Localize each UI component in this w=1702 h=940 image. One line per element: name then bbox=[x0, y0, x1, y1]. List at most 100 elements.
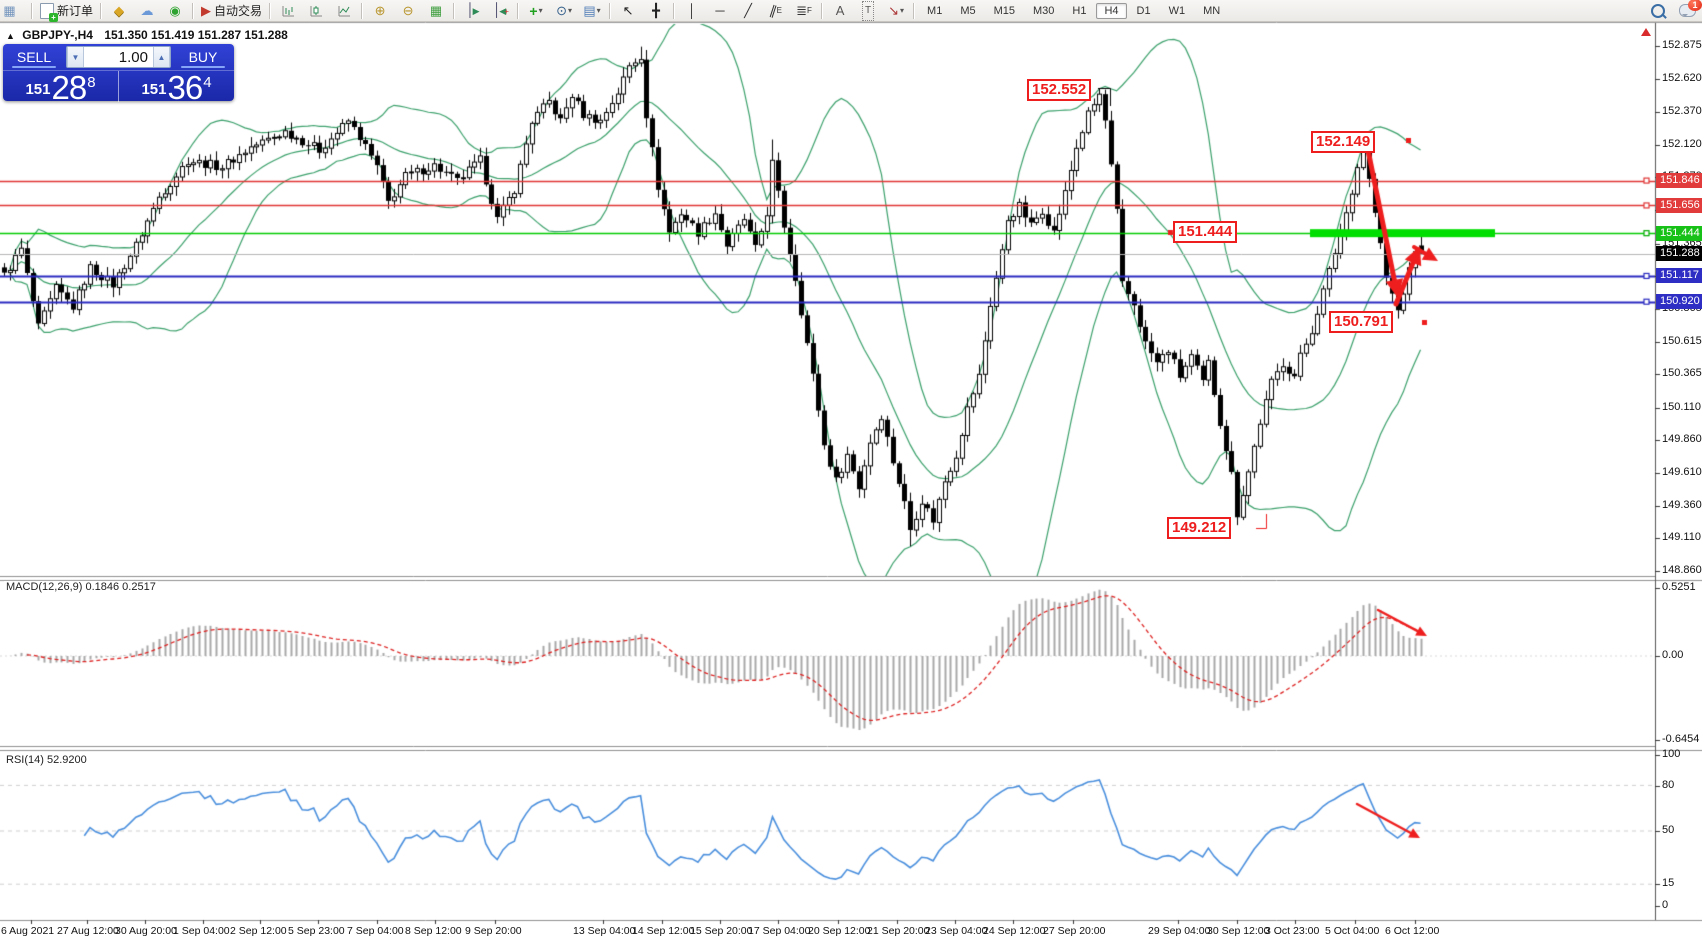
tile-windows-icon[interactable]: ▦ bbox=[423, 1, 449, 21]
toolbar-separator bbox=[673, 2, 676, 19]
crosshair-icon[interactable]: ╋ bbox=[643, 1, 669, 21]
timeframe-m15-button[interactable]: M15 bbox=[993, 4, 1015, 17]
community-icon[interactable]: ☁ bbox=[134, 1, 160, 21]
chart-shift-icon[interactable]: │◀+ bbox=[487, 1, 513, 21]
cursor-icon[interactable]: ↖ bbox=[615, 1, 641, 21]
timeframe-w1-button[interactable]: W1 bbox=[1168, 4, 1186, 17]
price-tag-150920: 150.920 bbox=[1656, 294, 1702, 310]
autotrading-icon: ▶ bbox=[201, 2, 212, 18]
volume-increase-button[interactable]: ▲ bbox=[153, 47, 170, 67]
toolbar-separator bbox=[609, 2, 612, 19]
window-partial-icon[interactable]: ▦ bbox=[3, 2, 16, 18]
notification-badge: 1 bbox=[1688, 0, 1702, 11]
annotation-box-150791[interactable]: 150.791 bbox=[1329, 311, 1394, 333]
volume-decrease-button[interactable]: ▼ bbox=[67, 47, 84, 67]
gold-icon[interactable]: ◆ bbox=[106, 1, 132, 21]
price-axis-label: 152.120 bbox=[1662, 137, 1702, 150]
periods-icon[interactable]: ⊙ ▾ bbox=[556, 2, 572, 18]
price-tag-151846: 151.846 bbox=[1656, 173, 1702, 189]
fibonacci-icon: ≣ bbox=[796, 2, 808, 18]
annotation-box-152552[interactable]: 152.552 bbox=[1027, 79, 1092, 101]
rsi-axis-label: 0 bbox=[1662, 899, 1669, 911]
time-axis-label: 7 Sep 04:00 bbox=[347, 925, 404, 937]
ask-price[interactable]: 151 36 4 bbox=[118, 71, 234, 104]
signals-icon: ◉ bbox=[169, 2, 181, 18]
timeframe-m5-button[interactable]: M5 bbox=[960, 4, 976, 17]
templates-icon[interactable]: ▤ ▾ bbox=[583, 2, 601, 18]
search-icon[interactable] bbox=[1651, 3, 1665, 18]
signals-icon[interactable]: ◉ bbox=[162, 1, 188, 21]
toolbar-separator bbox=[453, 2, 456, 19]
annotation-box-149212[interactable]: 149.212 bbox=[1167, 517, 1232, 539]
trendline-icon[interactable]: ╱ bbox=[735, 1, 761, 21]
arrows-tool-icon[interactable]: ↘ ▾ bbox=[888, 2, 904, 18]
price-axis-label: 150.615 bbox=[1662, 334, 1702, 347]
vline-icon[interactable]: │ bbox=[679, 1, 705, 21]
time-axis-label: 9 Sep 20:00 bbox=[465, 925, 522, 937]
timeframe-h1-button[interactable]: H1 bbox=[1072, 4, 1087, 17]
toolbar-separator bbox=[361, 2, 364, 19]
time-axis-label: 29 Sep 04:00 bbox=[1148, 925, 1211, 937]
scroll-to-end-icon[interactable] bbox=[1641, 28, 1651, 36]
time-axis-label: 20 Sep 12:00 bbox=[808, 925, 871, 937]
autotrading-button[interactable]: ▶ 自动交易 bbox=[198, 1, 265, 21]
indicators-icon[interactable]: + ▾ bbox=[529, 2, 543, 19]
trendline-icon: ╱ bbox=[744, 2, 752, 18]
text-label-icon[interactable]: T bbox=[855, 0, 881, 21]
time-axis-label: 1 Sep 04:00 bbox=[173, 925, 230, 937]
price-axis-label: 149.110 bbox=[1662, 531, 1701, 544]
auto-scroll-icon: │▶ bbox=[466, 2, 480, 17]
price-axis-label: 150.365 bbox=[1662, 367, 1702, 380]
community-icon: ☁ bbox=[140, 2, 154, 18]
price-tag-151288: 151.288 bbox=[1656, 246, 1702, 262]
timeframe-h4-button[interactable]: H4 bbox=[1096, 2, 1127, 19]
time-axis-label: 21 Sep 20:00 bbox=[867, 925, 930, 937]
time-axis-label: 6 Oct 12:00 bbox=[1385, 925, 1440, 937]
bars-chart-icon[interactable] bbox=[275, 1, 301, 21]
auto-scroll-icon[interactable]: │▶ bbox=[459, 1, 485, 21]
arrows-tool-icon: ↘ bbox=[888, 2, 899, 18]
text-icon[interactable]: A bbox=[827, 1, 853, 21]
channel-icon[interactable]: ∥ E bbox=[768, 1, 782, 19]
bid-prefix: 151 bbox=[25, 81, 51, 98]
price-tag-151117: 151.117 bbox=[1656, 268, 1702, 284]
text-label-icon: T bbox=[861, 0, 875, 21]
time-axis-label: 13 Sep 04:00 bbox=[573, 925, 636, 937]
bid-price[interactable]: 151 28 8 bbox=[3, 71, 118, 104]
indicators-icon: + bbox=[529, 2, 538, 19]
timeframe-m1-button[interactable]: M1 bbox=[927, 4, 943, 17]
zoom-in-icon[interactable]: ⊕ bbox=[367, 1, 393, 21]
rsi-axis-label: 100 bbox=[1662, 748, 1681, 760]
zoom-out-icon: ⊖ bbox=[402, 2, 414, 18]
macd-axis-label: 0.5251 bbox=[1662, 581, 1696, 593]
volume-stepper: ▼ ▲ bbox=[66, 46, 171, 68]
time-axis-label: 15 Sep 20:00 bbox=[690, 925, 753, 937]
time-axis-label: 27 Aug 12:00 bbox=[57, 925, 119, 937]
candles-chart-icon[interactable] bbox=[303, 1, 329, 21]
new-order-button[interactable]: + 新订单 bbox=[37, 1, 96, 22]
sell-button[interactable]: SELL bbox=[3, 44, 65, 70]
zoom-out-icon[interactable]: ⊖ bbox=[395, 1, 421, 21]
annotation-box-152149[interactable]: 152.149 bbox=[1311, 131, 1376, 153]
annotation-box-151444[interactable]: 151.444 bbox=[1173, 221, 1238, 243]
zoom-in-icon: ⊕ bbox=[374, 2, 386, 18]
buy-button[interactable]: BUY bbox=[172, 44, 234, 70]
macd-label: MACD(12,26,9) 0.1846 0.2517 bbox=[4, 581, 158, 593]
autotrading-label: 自动交易 bbox=[214, 3, 263, 18]
chat-icon[interactable]: 1 bbox=[1679, 0, 1702, 17]
timeframe-mn-button[interactable]: MN bbox=[1203, 4, 1221, 17]
timeframe-m30-button[interactable]: M30 bbox=[1033, 4, 1055, 17]
volume-input[interactable] bbox=[84, 47, 153, 67]
timeframe-d1-button[interactable]: D1 bbox=[1136, 4, 1151, 17]
time-axis-label: 5 Sep 23:00 bbox=[288, 925, 345, 937]
periods-icon: ⊙ bbox=[556, 2, 567, 18]
toolbar-separator bbox=[517, 2, 520, 19]
line-chart-icon[interactable] bbox=[331, 1, 357, 21]
time-axis-label: 6 Aug 2021 bbox=[1, 925, 55, 937]
fibonacci-icon[interactable]: ≣ F bbox=[796, 2, 812, 18]
hline-icon[interactable]: ─ bbox=[707, 1, 733, 21]
templates-icon: ▤ bbox=[583, 2, 596, 18]
price-axis-label: 150.110 bbox=[1662, 400, 1701, 413]
price-axis-label: 152.620 bbox=[1662, 72, 1702, 85]
